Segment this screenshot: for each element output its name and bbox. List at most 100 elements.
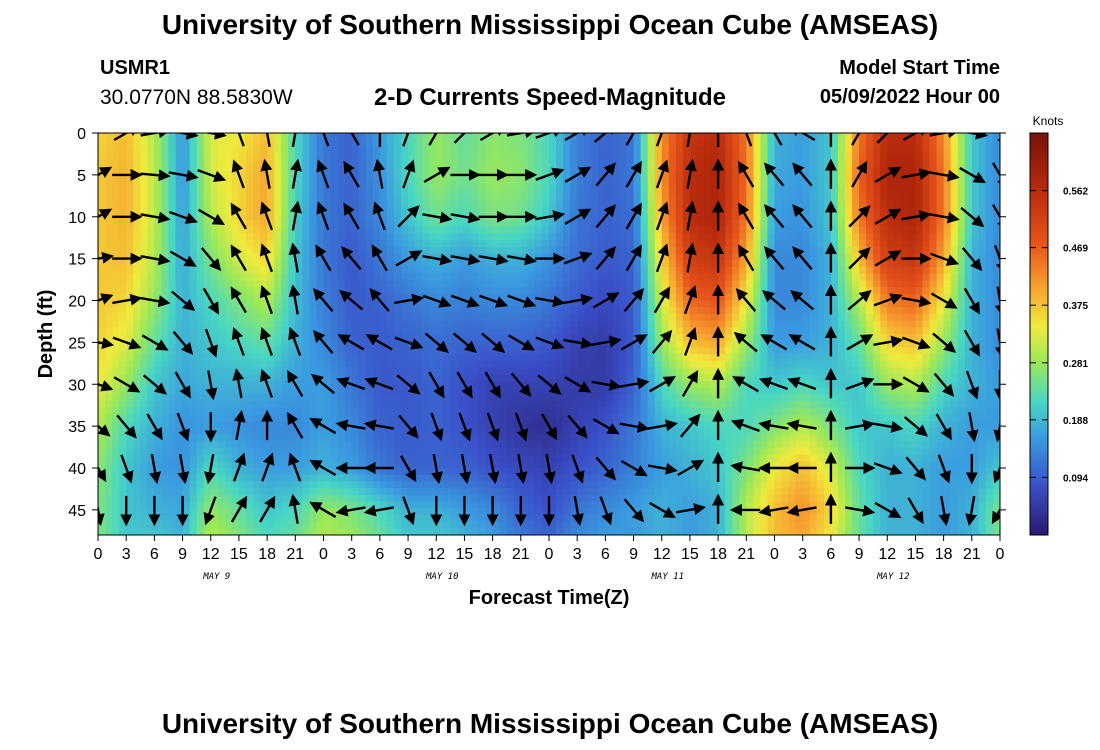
heatmap-cell [499,226,508,235]
heatmap-cell [774,354,783,362]
heatmap-cell [253,387,261,395]
heatmap-cell [302,313,311,322]
heatmap-cell [189,193,198,201]
heatmap-cell [436,287,444,295]
heatmap-cell [732,347,740,355]
heatmap-cell [704,300,712,308]
heatmap-cell [957,186,966,194]
heatmap-cell [429,367,437,375]
heatmap-cell [372,220,381,228]
heatmap-cell [365,253,374,261]
heatmap-cell [450,280,458,288]
heatmap-cell [217,334,226,342]
heatmap-cell [274,139,282,147]
heatmap-cell [436,146,444,154]
heatmap-cell [950,226,959,235]
heatmap-cell [640,260,649,268]
heatmap-cell [894,226,902,235]
heatmap-cell [478,159,487,168]
heatmap-cell [859,374,867,382]
heatmap-cell [781,159,790,168]
heatmap-cell [605,226,614,235]
heatmap-cell [443,287,451,295]
heatmap-cell [196,200,205,208]
heatmap-cell [605,260,614,268]
heatmap-cell [189,253,198,261]
heatmap-cell [217,146,226,154]
heatmap-cell [112,246,120,255]
heatmap-cell [781,354,790,362]
heatmap-cell [612,139,621,147]
heatmap-cell [774,153,783,161]
heatmap-cell [866,354,874,362]
heatmap-cell [245,253,254,261]
heatmap-cell [154,226,163,235]
heatmap-cell [795,240,804,248]
heatmap-cell [203,380,212,389]
heatmap-cell [718,347,726,355]
heatmap-cell [499,233,508,241]
heatmap-cell [598,320,606,328]
heatmap-cell [182,280,191,288]
heatmap-cell [260,133,268,141]
heatmap-cell [224,307,233,315]
heatmap-cell [534,173,543,181]
heatmap-cell [915,360,924,369]
heatmap-cell [654,213,663,221]
heatmap-cell [605,287,614,295]
heatmap-cell [119,354,127,362]
heatmap-cell [549,220,557,228]
heatmap-cell [605,220,614,228]
heatmap-cell [330,233,339,241]
heatmap-cell [499,307,508,315]
heatmap-cell [844,146,853,154]
heatmap-cell [408,327,416,335]
heatmap-cell [936,347,945,355]
heatmap-cell [957,146,966,154]
heatmap-cell [168,287,177,295]
heatmap-cell [901,293,909,302]
heatmap-cell [929,226,938,235]
heatmap-cell [274,166,282,174]
heatmap-cell [386,380,395,389]
heatmap-cell [140,313,148,322]
heatmap-cell [112,179,120,188]
heatmap-cell [330,327,339,335]
heatmap-cell [950,200,959,208]
heatmap-cell [781,133,790,141]
heatmap-cell [802,320,811,328]
heatmap-cell [288,267,296,275]
heatmap-cell [668,300,677,308]
heatmap-cell [922,139,931,147]
heatmap-cell [422,166,430,174]
heatmap-cell [513,367,522,375]
heatmap-cell [288,233,296,241]
heatmap-cell [985,166,994,174]
heatmap-cell [372,354,381,362]
heatmap-cell [901,159,909,168]
heatmap-cell [358,159,367,168]
heatmap-cell [140,146,148,154]
heatmap-cell [873,213,881,221]
heatmap-cell [696,146,705,154]
heatmap-cell [605,300,614,308]
heatmap-cell [774,173,783,181]
heatmap-cell [253,220,261,228]
heatmap-cell [689,280,698,288]
heatmap-cell [802,146,811,154]
heatmap-cell [231,280,240,288]
heatmap-cell [393,179,402,188]
heatmap-cell [408,300,416,308]
heatmap-cell [471,280,480,288]
heatmap-cell [161,186,170,194]
heatmap-cell [929,313,938,322]
heatmap-cell [725,340,733,348]
heatmap-cell [612,253,621,261]
heatmap-cell [429,159,437,168]
heatmap-cell [795,374,804,382]
heatmap-cell [175,387,184,395]
heatmap-cell [154,133,163,141]
heatmap-cell [711,293,719,302]
heatmap-cell [203,153,212,161]
heatmap-cell [105,360,113,369]
